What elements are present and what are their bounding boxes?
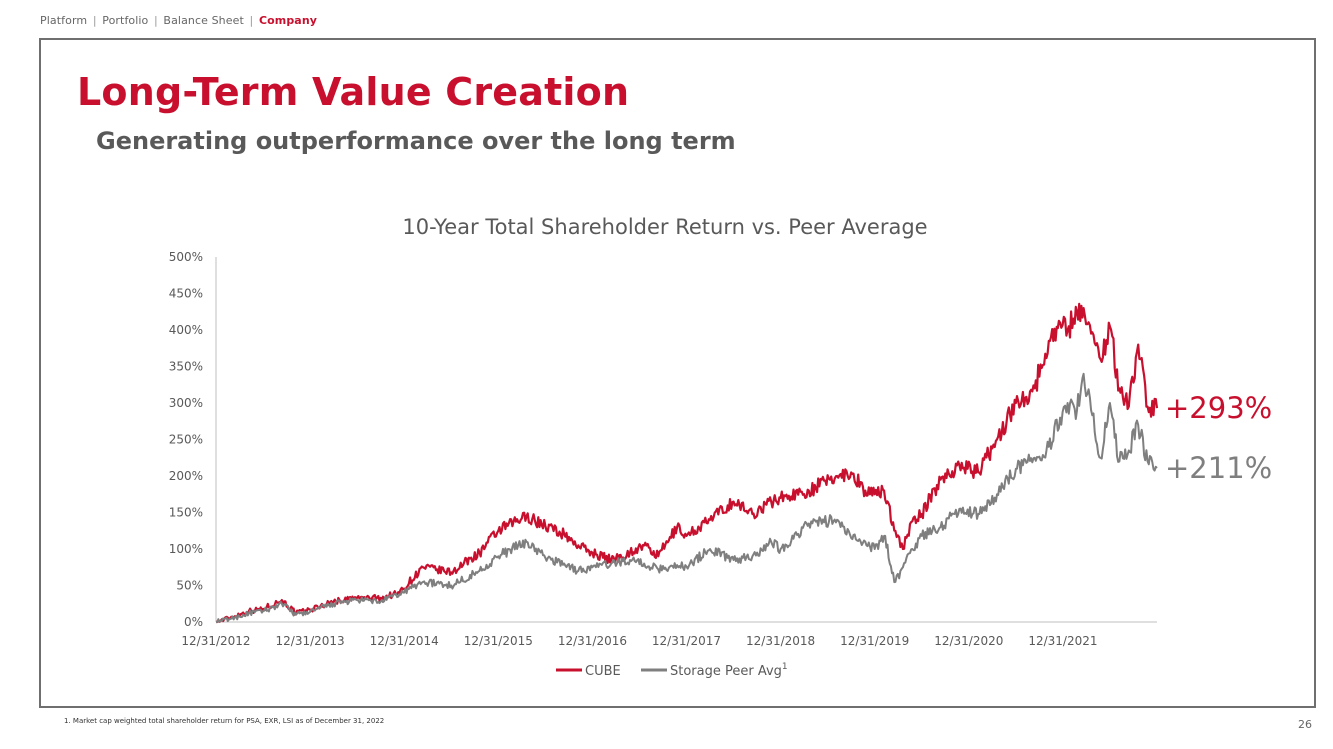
breadcrumb-separator: | [92,14,97,27]
y-tick-label: 50% [176,579,203,593]
x-tick-label: 12/31/2018 [746,634,815,648]
breadcrumb-item-balance-sheet[interactable]: Balance Sheet [163,14,244,27]
breadcrumb-item-portfolio[interactable]: Portfolio [102,14,149,27]
legend-label-cube: CUBE [585,664,621,679]
x-tick-label: 12/31/2015 [464,634,533,648]
y-tick-label: 300% [169,396,203,410]
breadcrumb-separator: | [249,14,254,27]
footnote: 1. Market cap weighted total shareholder… [64,717,385,725]
y-tick-label: 350% [169,360,203,374]
y-tick-label: 400% [169,323,203,337]
x-tick-label: 12/31/2017 [652,634,721,648]
y-tick-label: 200% [169,469,203,483]
legend-superscript: 1 [782,662,788,672]
x-tick-label: 12/31/2019 [840,634,909,648]
x-tick-label: 12/31/2014 [370,634,439,648]
breadcrumb-item-company[interactable]: Company [258,14,318,27]
x-tick-label: 12/31/2020 [934,634,1003,648]
y-tick-label: 500% [169,250,203,264]
legend-label-peer-avg: Storage Peer Avg1 [670,662,788,679]
y-tick-label: 150% [169,506,203,520]
end-label-peer-avg: +211% [1165,451,1272,485]
page-title: Long-Term Value Creation [77,70,630,114]
x-tick-label: 12/31/2021 [1028,634,1097,648]
y-tick-label: 100% [169,542,203,556]
y-tick-label: 250% [169,433,203,447]
end-label-cube: +293% [1165,391,1272,425]
breadcrumb-separator: | [154,14,158,27]
x-tick-label: 12/31/2016 [558,634,627,648]
series-line-cube [216,302,1159,624]
breadcrumb-item-platform[interactable]: Platform [40,14,88,27]
x-tick-label: 12/31/2012 [181,634,250,648]
chart-title: 10-Year Total Shareholder Return vs. Pee… [402,215,927,239]
slide-frame [39,38,1316,708]
x-tick-label: 12/31/2013 [276,634,345,648]
breadcrumb: Platform | Portfolio | Balance Sheet | C… [40,14,317,27]
page-number: 26 [1298,718,1312,731]
page-subtitle: Generating outperformance over the long … [96,127,736,155]
y-tick-label: 0% [184,615,203,629]
series-line-peer-avg [216,372,1158,623]
y-tick-label: 450% [169,287,203,301]
